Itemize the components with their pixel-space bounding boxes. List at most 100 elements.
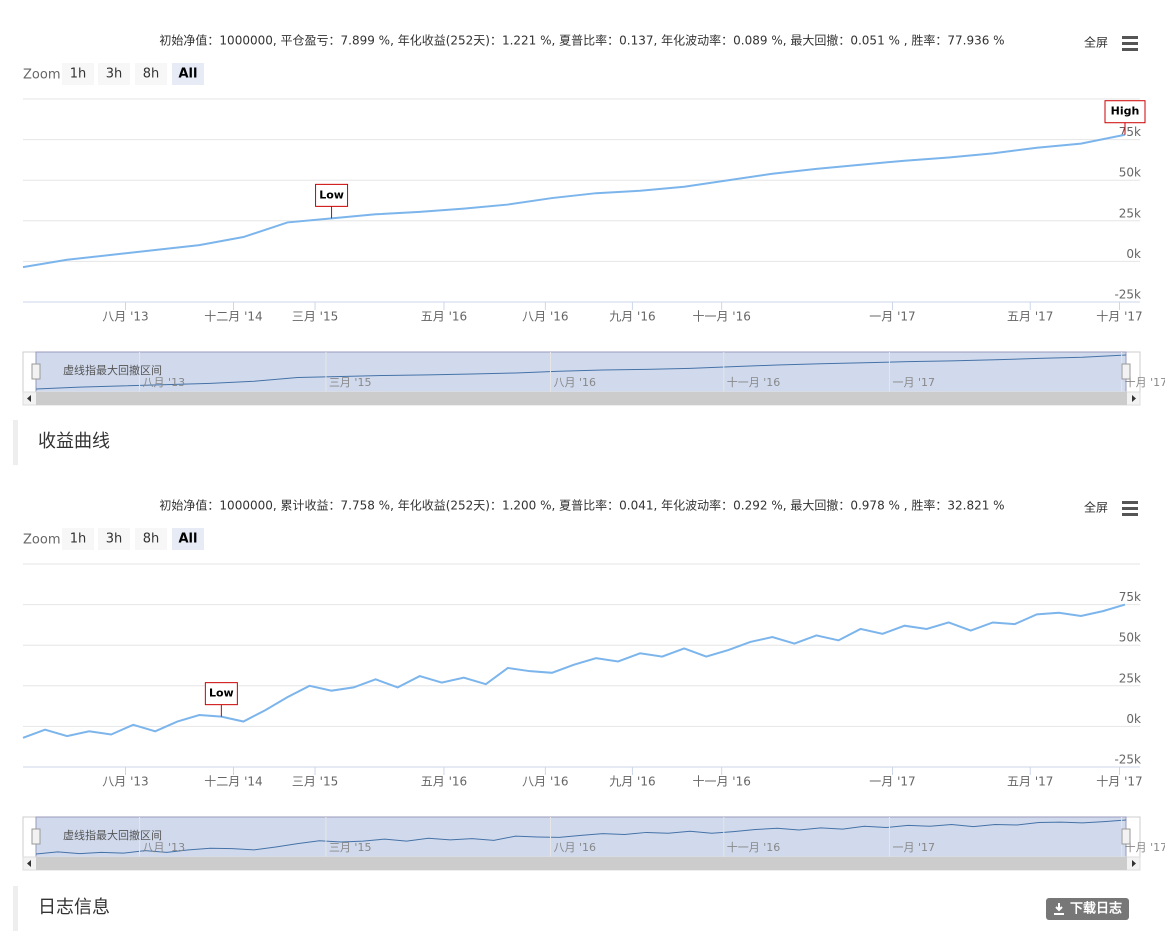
navigator-handle[interactable]	[1121, 828, 1131, 845]
navigator-label: 虚线指最大回撤区间	[63, 828, 162, 842]
zoom-button[interactable]	[98, 528, 130, 550]
zoom-button-label[interactable]: 8h	[143, 532, 160, 547]
section-bar	[13, 420, 18, 465]
navigator-line	[35, 819, 1127, 855]
menu-icon-bar[interactable]	[1122, 501, 1138, 504]
x-tick-label: 十月 '17	[1096, 775, 1142, 789]
zoom-button-label[interactable]: 3h	[106, 532, 123, 547]
x-tick-label: 十月 '17	[1096, 310, 1142, 324]
navigator-tick-label: 三月 '15	[329, 841, 372, 854]
x-tick-label: 三月 '15	[292, 775, 338, 789]
series-line	[22, 133, 1126, 269]
menu-icon-bar[interactable]	[1122, 42, 1138, 45]
zoom-button[interactable]	[135, 63, 167, 85]
x-tick-label: 八月 '16	[522, 775, 568, 789]
scrollbar-thumb[interactable]	[36, 392, 1127, 405]
menu-icon-bar[interactable]	[1122, 513, 1138, 516]
zoom-button[interactable]	[135, 528, 167, 550]
y-tick-label: 25k	[1119, 206, 1141, 220]
navigator-label: 虚线指最大回撤区间	[63, 363, 162, 377]
section-title: 日志信息	[38, 897, 110, 918]
chart-title: 初始净值：1000000, 累计收益：7.758 %, 年化收益(252天)：1…	[159, 498, 1004, 513]
x-tick-label: 十一月 '16	[692, 775, 750, 789]
y-tick-label: 25k	[1119, 671, 1141, 685]
y-tick-label: -25k	[1114, 288, 1141, 302]
y-tick-label: 75k	[1119, 590, 1141, 604]
scrollbar-thumb[interactable]	[36, 857, 1127, 870]
zoom-button-label[interactable]: 3h	[106, 67, 123, 82]
flag	[1104, 100, 1146, 124]
x-tick-label: 五月 '17	[1007, 310, 1053, 324]
zoom-button[interactable]	[62, 528, 94, 550]
x-tick-label: 五月 '16	[421, 775, 467, 789]
y-tick-label: 75k	[1119, 125, 1141, 139]
x-tick-label: 八月 '13	[102, 310, 148, 324]
series-line	[22, 603, 1126, 739]
x-tick-label: 十一月 '16	[692, 310, 750, 324]
menu-icon-bar[interactable]	[1122, 36, 1138, 39]
navigator-bg	[22, 816, 1141, 858]
navigator-tick-label: 十月 '17	[1125, 375, 1165, 389]
navigator-handle[interactable]	[31, 828, 41, 845]
flag-label: Low	[319, 188, 344, 201]
navigator-tick-label: 八月 '16	[553, 376, 596, 389]
section-bar	[13, 886, 18, 931]
x-tick-label: 一月 '17	[869, 775, 915, 789]
x-tick-label: 一月 '17	[869, 310, 915, 324]
menu-icon-bar[interactable]	[1122, 507, 1138, 510]
y-tick-label: 50k	[1119, 166, 1141, 180]
zoom-button[interactable]	[62, 63, 94, 85]
y-tick-label: -25k	[1114, 753, 1141, 767]
x-tick-label: 三月 '15	[292, 310, 338, 324]
zoom-button-label[interactable]: 8h	[143, 67, 160, 82]
zoom-button-label[interactable]: 1h	[70, 532, 87, 547]
x-tick-label: 八月 '16	[522, 310, 568, 324]
navigator-handle[interactable]	[1121, 363, 1131, 380]
x-tick-label: 九月 '16	[609, 310, 655, 324]
fullscreen-label[interactable]: 全屏	[1084, 500, 1108, 515]
y-tick-label: 0k	[1126, 247, 1141, 261]
zoom-button-label[interactable]: 1h	[70, 67, 87, 82]
navigator-handle[interactable]	[31, 363, 41, 380]
zoom-button[interactable]	[172, 63, 204, 85]
flag	[315, 183, 349, 207]
navigator-tick-label: 八月 '16	[553, 841, 596, 854]
navigator-tick-label: 八月 '13	[143, 841, 186, 854]
menu-icon-bar[interactable]	[1122, 48, 1138, 51]
flag	[204, 682, 238, 706]
zoom-label: Zoom	[23, 68, 60, 83]
navigator-tick-label: 一月 '17	[892, 376, 935, 389]
zoom-label: Zoom	[23, 533, 60, 548]
y-tick-label: 50k	[1119, 631, 1141, 645]
navigator-tick-label: 十一月 '16	[727, 840, 781, 854]
chart-title: 初始净值：1000000, 平仓盈亏：7.899 %, 年化收益(252天)：1…	[159, 33, 1004, 48]
zoom-button[interactable]	[172, 528, 204, 550]
flag-label: Low	[209, 687, 234, 700]
navigator-tick-label: 一月 '17	[892, 841, 935, 854]
section-title: 收益曲线	[38, 431, 110, 452]
x-tick-label: 九月 '16	[609, 775, 655, 789]
x-tick-label: 八月 '13	[102, 775, 148, 789]
download-label[interactable]: 下载日志	[1070, 901, 1122, 917]
x-tick-label: 五月 '16	[421, 310, 467, 324]
x-tick-label: 十二月 '14	[204, 310, 262, 324]
zoom-button-label[interactable]: All	[179, 532, 198, 547]
navigator-tick-label: 八月 '13	[143, 376, 186, 389]
navigator-tick-label: 十月 '17	[1125, 840, 1165, 854]
zoom-button-label[interactable]: All	[179, 67, 198, 82]
navigator-mask	[35, 816, 1127, 858]
fullscreen-label[interactable]: 全屏	[1084, 35, 1108, 50]
navigator-bg	[22, 351, 1141, 393]
download-button[interactable]	[1046, 898, 1129, 920]
navigator-tick-label: 三月 '15	[329, 376, 372, 389]
navigator-line	[35, 354, 1127, 390]
y-tick-label: 0k	[1126, 712, 1141, 726]
download-icon	[1054, 903, 1064, 915]
flag-label: High	[1111, 105, 1140, 118]
navigator-tick-label: 十一月 '16	[727, 375, 781, 389]
x-tick-label: 十二月 '14	[204, 775, 262, 789]
zoom-button[interactable]	[98, 63, 130, 85]
x-tick-label: 五月 '17	[1007, 775, 1053, 789]
